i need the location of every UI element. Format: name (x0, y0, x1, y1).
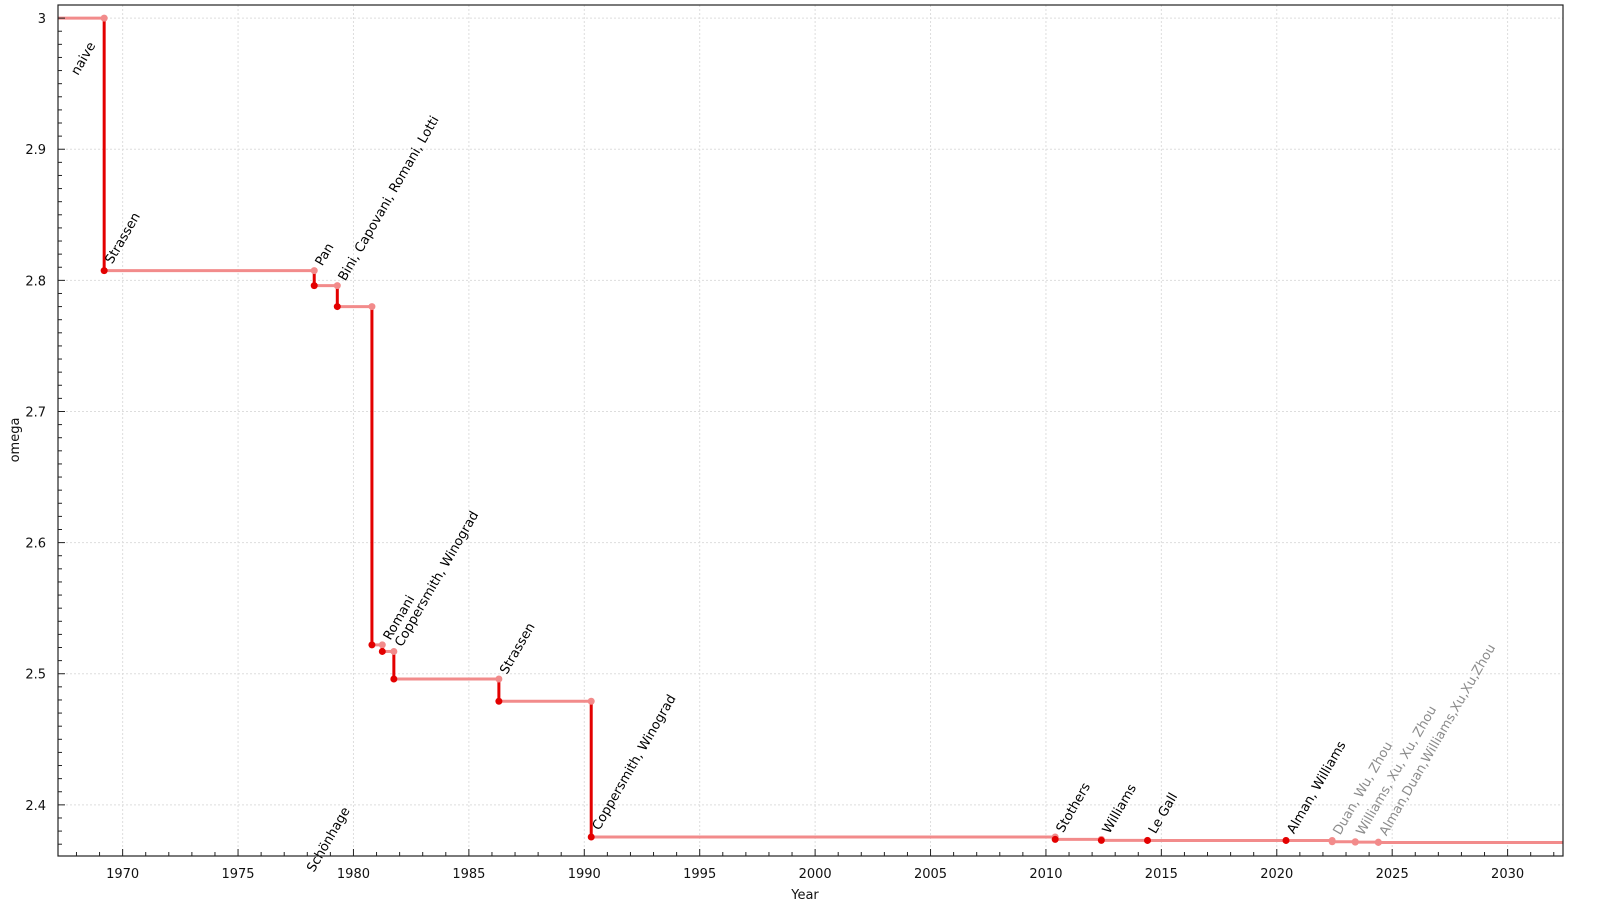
point-label: Strassen (497, 621, 538, 677)
point-label: Alman,Duan,Williams,Xu,Xu,Zhou (1377, 642, 1499, 839)
previous-record-dot (495, 675, 503, 683)
record-dot (1374, 838, 1382, 846)
x-tick-label: 2015 (1145, 867, 1178, 882)
record-dot (587, 833, 595, 841)
x-tick-label: 2030 (1491, 867, 1524, 882)
record-dot (310, 282, 318, 290)
x-tick-label: 1975 (221, 867, 254, 882)
axes: 1970 1975 1980 1985 1990 1995 2000 2005 2010 2015… (25, 12, 1555, 882)
x-axis-label: Year (790, 888, 819, 903)
y-tick-label: 2.4 (25, 799, 46, 814)
x-tick-label: 2005 (914, 867, 947, 882)
point-label: Pan (313, 241, 338, 269)
previous-record-dot (368, 303, 376, 311)
x-tick-label: 1980 (337, 867, 370, 882)
point-label: Coppersmith, Winograd (590, 692, 680, 833)
x-tick-label: 1990 (568, 867, 601, 882)
y-tick-label: 2.8 (25, 274, 46, 289)
record-dot (100, 267, 108, 275)
point-label: Bini, Capovani, Romani, Lotti (336, 114, 443, 284)
x-tick-label: 1995 (683, 867, 716, 882)
record-dot (378, 647, 386, 655)
y-tick-label: 2.9 (25, 143, 46, 158)
plot-frame (57, 4, 1564, 857)
record-dot (1097, 836, 1105, 844)
grid (58, 5, 1563, 856)
record-dot (1351, 838, 1359, 846)
point-label: Coppersmith, Winograd (392, 509, 482, 650)
point-label: Strassen (103, 210, 144, 266)
record-dot (333, 303, 341, 311)
record-dot (1144, 836, 1152, 844)
x-tick-label: 1970 (106, 867, 139, 882)
y-tick-label: 3 (38, 12, 46, 27)
previous-record-dot (100, 14, 108, 22)
record-dot (368, 641, 376, 649)
y-tick-label: 2.6 (25, 537, 46, 552)
point-label: Stothers (1054, 780, 1094, 835)
previous-record-dot (587, 697, 595, 705)
x-tick-label: 2010 (1029, 867, 1062, 882)
point-label: Le Gall (1146, 790, 1181, 836)
previous-record-dot (310, 267, 318, 275)
series (58, 14, 1563, 846)
y-tick-label: 2.7 (25, 405, 46, 420)
previous-record-dot (333, 282, 341, 290)
x-tick-label: 2025 (1376, 867, 1409, 882)
x-tick-label: 1985 (452, 867, 485, 882)
y-axis-label: omega (8, 418, 23, 463)
point-label: Schönhage (304, 805, 353, 875)
record-dot (1051, 835, 1059, 843)
point-label: naive (68, 40, 99, 78)
point-label: Williams (1100, 782, 1140, 837)
previous-record-dot (390, 647, 398, 655)
previous-record-dot (378, 641, 386, 649)
record-dot (1328, 838, 1336, 846)
x-tick-label: 2020 (1260, 867, 1293, 882)
record-dot (390, 675, 398, 683)
record-dot (1282, 836, 1290, 844)
y-tick-label: 2.5 (25, 668, 46, 683)
record-dot (495, 697, 503, 705)
x-tick-label: 2000 (799, 867, 832, 882)
